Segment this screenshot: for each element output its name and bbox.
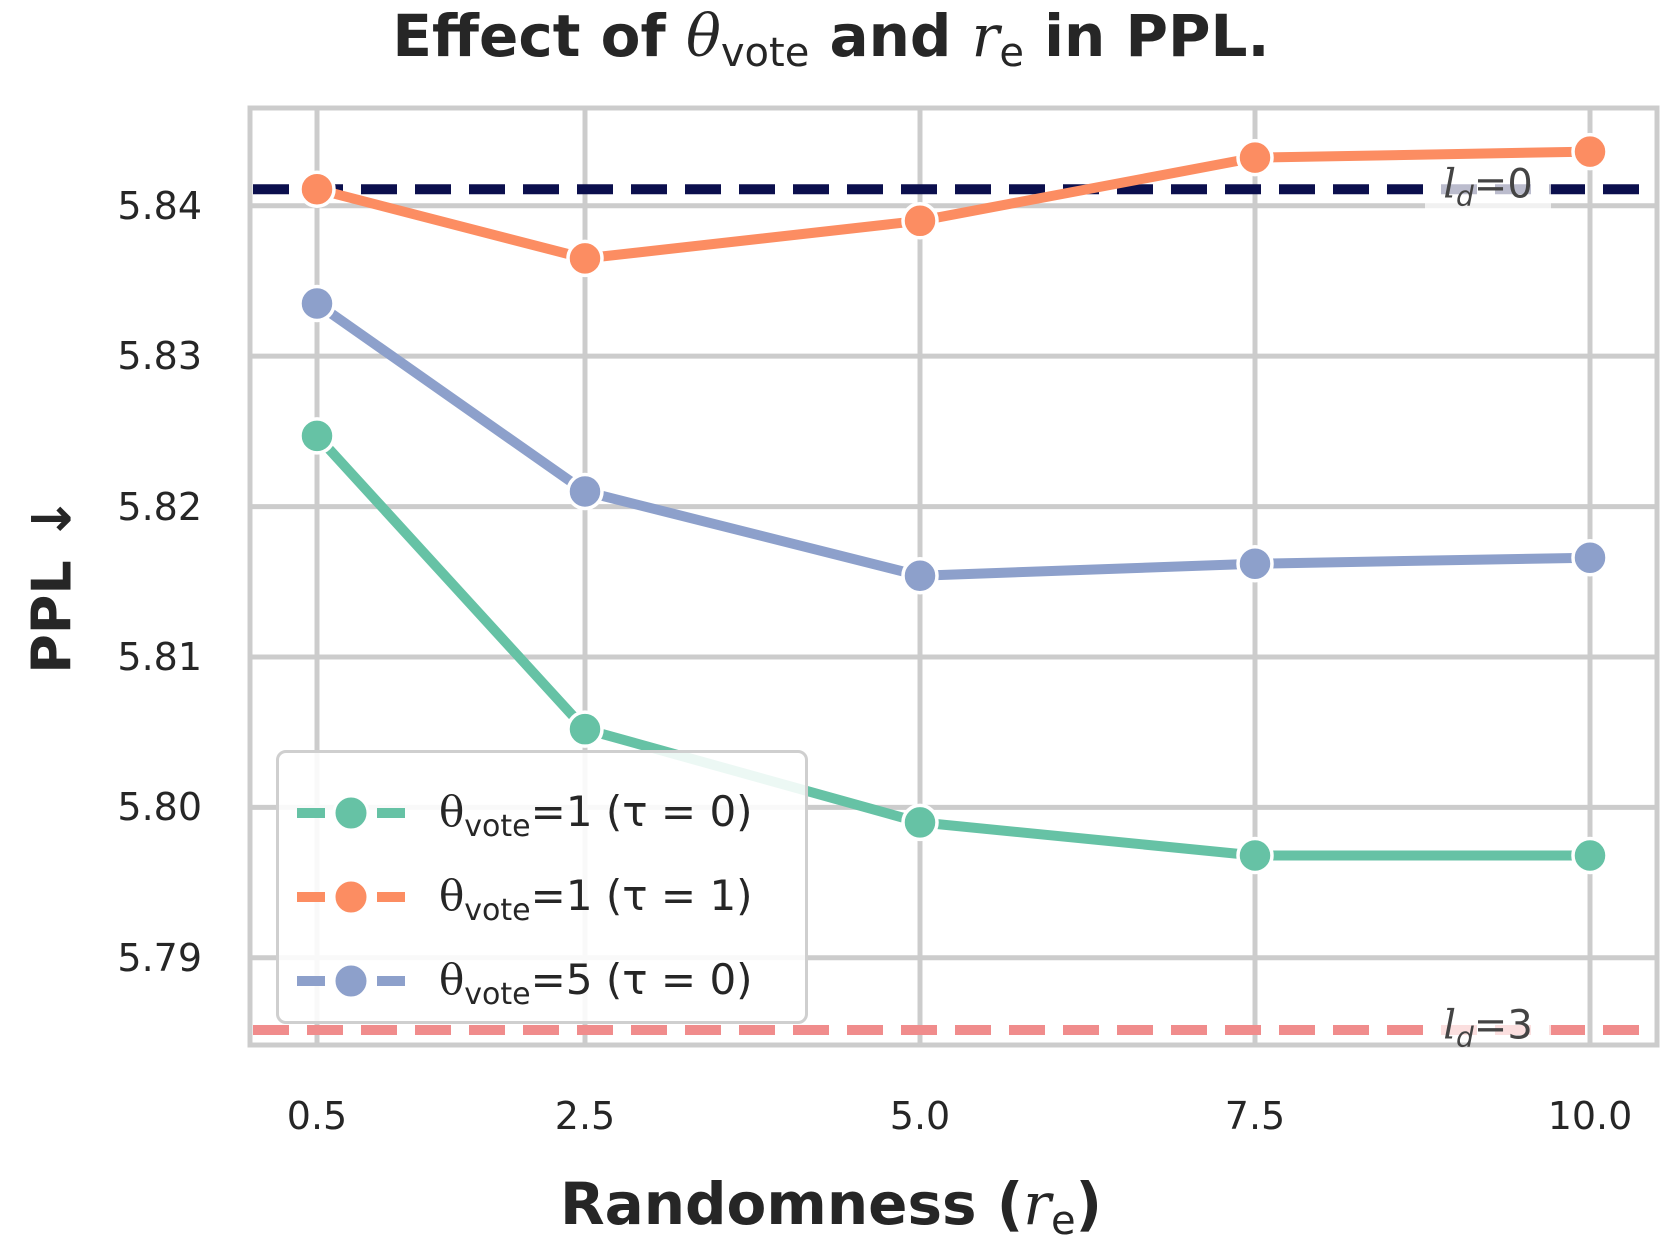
reference-lines xyxy=(253,161,1654,1058)
y-tick-label: 5.79 xyxy=(117,935,202,980)
y-tick-label: 5.80 xyxy=(117,785,202,830)
data-point xyxy=(1571,132,1609,171)
data-point xyxy=(298,417,336,455)
data-point xyxy=(901,556,939,595)
x-tick-label: 2.5 xyxy=(554,1094,616,1138)
legend-marker xyxy=(332,962,370,1000)
data-point xyxy=(566,472,604,511)
data-series xyxy=(298,132,1609,875)
reference-label-box xyxy=(1425,161,1551,218)
data-point xyxy=(901,202,939,240)
plot-frame xyxy=(247,105,1660,1048)
x-axis-label: Randomness (re) xyxy=(559,1170,1103,1244)
legend-item: θvote=1 (τ = 1) xyxy=(279,867,799,928)
legend-item: θvote=1 (τ = 0) xyxy=(279,783,799,844)
y-tick-label: 5.84 xyxy=(117,183,202,228)
data-point xyxy=(1236,544,1274,583)
legend-marker xyxy=(332,794,370,832)
data-point xyxy=(566,239,604,278)
legend-marker xyxy=(332,878,370,916)
x-tick-label: 0.5 xyxy=(286,1094,348,1138)
legend-item: θvote=5 (τ = 0) xyxy=(279,951,799,1012)
series-line xyxy=(314,299,1591,581)
y-tick-label: 5.83 xyxy=(117,334,202,379)
chart-title: Effect of θvote and re in PPL. xyxy=(392,2,1270,76)
data-point xyxy=(1236,836,1274,875)
data-point xyxy=(298,284,336,323)
x-tick-label: 10.0 xyxy=(1547,1094,1633,1138)
x-tick-label: 7.5 xyxy=(1224,1094,1286,1138)
legend-swatch xyxy=(297,794,405,832)
legend-swatch xyxy=(297,878,405,916)
y-axis-label: PPL ↓ xyxy=(20,496,84,674)
reference-label-ld0: ld=0 xyxy=(1443,161,1533,213)
y-tick-label: 5.81 xyxy=(117,634,202,679)
data-point xyxy=(1236,138,1274,177)
legend-swatch xyxy=(297,962,405,1000)
data-point xyxy=(298,170,336,208)
data-point xyxy=(1571,836,1609,875)
x-tick-label: 5.0 xyxy=(889,1094,951,1138)
data-point xyxy=(901,803,939,842)
reference-label-ld3: ld=3 xyxy=(1443,1002,1533,1054)
data-point xyxy=(1571,538,1609,577)
data-point xyxy=(566,710,604,748)
legend: θvote=1 (τ = 0) θvote=1 (τ = 1) θvote=5 … xyxy=(276,750,808,1024)
y-tick-label: 5.82 xyxy=(117,484,202,529)
